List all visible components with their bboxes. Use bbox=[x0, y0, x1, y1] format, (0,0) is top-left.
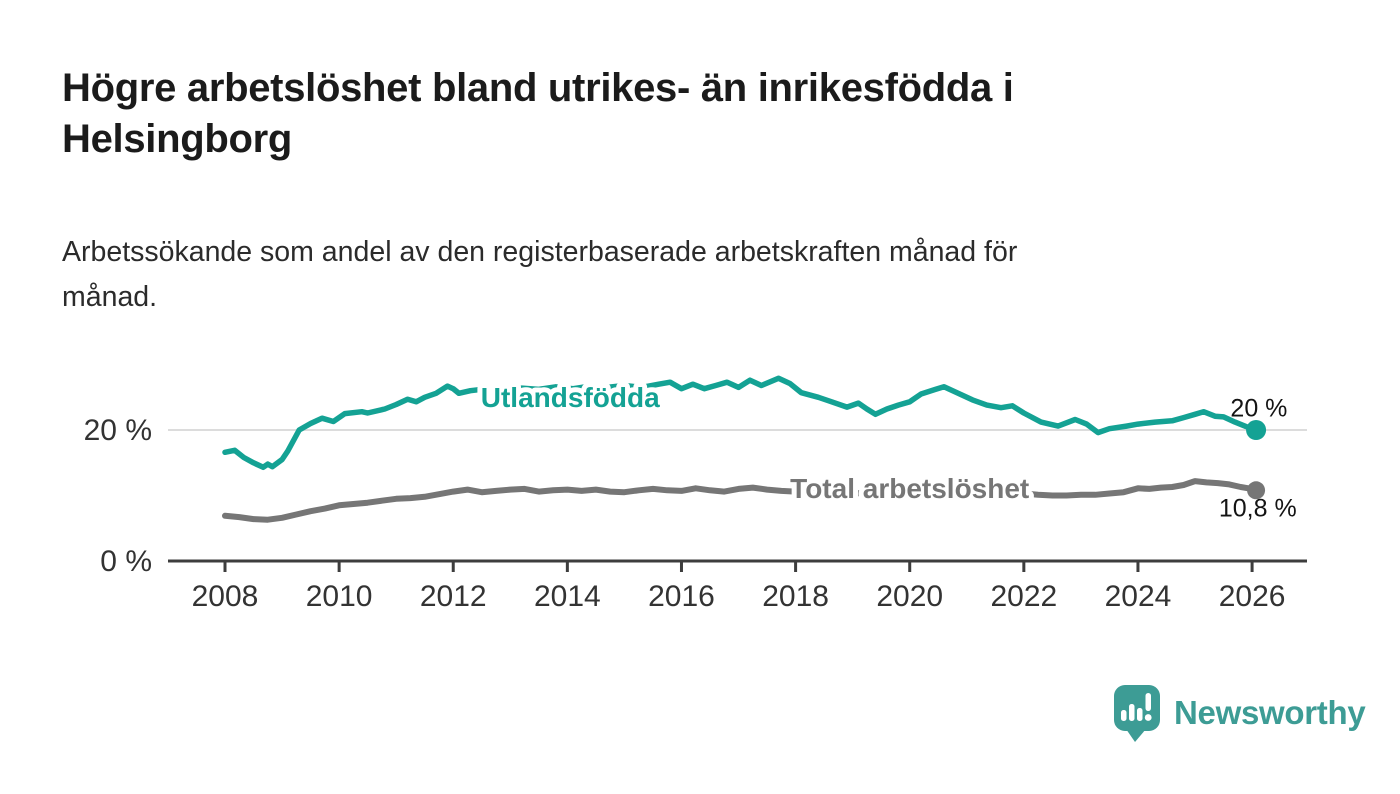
x-axis-tick-label-2008: 2008 bbox=[192, 580, 259, 613]
unemployment-line-chart: 2008 2010 2012 2014 2016 2018 2020 2022 2024 2026… bbox=[84, 375, 1307, 613]
end-value-label-total-arbetsloshet: 10,8 % bbox=[1219, 495, 1297, 523]
x-axis-tick-label-2016: 2016 bbox=[648, 580, 715, 613]
newsworthy-branding: Newsworthy bbox=[1113, 684, 1366, 742]
x-axis-tick-label-2014: 2014 bbox=[534, 580, 601, 613]
page-title: Högre arbetslöshet bland utrikes- än inr… bbox=[62, 66, 1014, 161]
logo-bubble-tail bbox=[1126, 729, 1146, 742]
y-axis-label-0pct: 0 % bbox=[100, 545, 152, 578]
end-value-label-utlandsfodda: 20 % bbox=[1230, 394, 1287, 422]
newsworthy-wordmark: Newsworthy bbox=[1174, 694, 1366, 731]
series-line-utlandsfodda bbox=[222, 375, 1259, 471]
series-line-total-arbetsloshet bbox=[222, 478, 1260, 523]
series-label-utlandsfodda: Utlandsfödda bbox=[481, 382, 660, 413]
x-axis-tick-label-2018: 2018 bbox=[762, 580, 829, 613]
x-axis-tick-label-2012: 2012 bbox=[420, 580, 487, 613]
series-endpoint-utlandsfodda bbox=[1246, 420, 1267, 440]
newsworthy-logo-icon bbox=[1114, 685, 1160, 742]
logo-bar-chart-glyph bbox=[1121, 693, 1152, 721]
y-axis-label-20pct: 20 % bbox=[84, 414, 152, 447]
page-subtitle: Arbetssökande som andel av den registerb… bbox=[62, 236, 1018, 313]
x-axis-tick-label-2024: 2024 bbox=[1105, 580, 1172, 613]
x-axis-tick-label-2020: 2020 bbox=[876, 580, 943, 613]
series-label-total-arbetsloshet: Total arbetslöshet bbox=[790, 473, 1029, 504]
x-axis-tick-label-2022: 2022 bbox=[990, 580, 1057, 613]
series-endpoint-total-arbetsloshet bbox=[1247, 481, 1266, 500]
x-axis-tick-label-2010: 2010 bbox=[306, 580, 373, 613]
logo-bubble-shape bbox=[1114, 685, 1160, 731]
x-axis-tick-label-2026: 2026 bbox=[1219, 580, 1286, 613]
